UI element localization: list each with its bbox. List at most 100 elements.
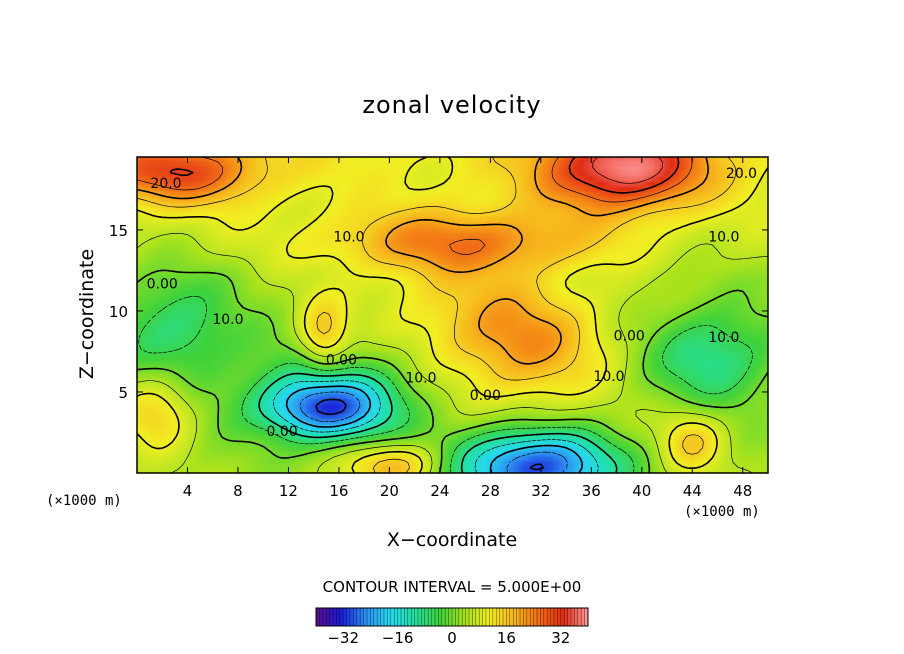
field-cell bbox=[417, 283, 424, 290]
field-cell bbox=[684, 283, 691, 290]
field-cell bbox=[709, 361, 716, 368]
field-cell bbox=[502, 444, 509, 451]
field-cell bbox=[639, 356, 646, 363]
field-cell bbox=[346, 309, 353, 316]
field-cell bbox=[235, 371, 242, 379]
field-cell bbox=[644, 356, 651, 363]
field-cell bbox=[442, 423, 449, 430]
field-cell bbox=[290, 356, 297, 363]
field-cell bbox=[684, 315, 691, 322]
field-cell bbox=[487, 346, 494, 353]
field-cell bbox=[593, 439, 600, 446]
field-cell bbox=[679, 346, 686, 353]
field-cell bbox=[422, 268, 429, 275]
field-cell bbox=[311, 403, 318, 410]
field-cell bbox=[386, 418, 393, 425]
field-cell bbox=[533, 304, 540, 311]
field-cell bbox=[689, 439, 696, 446]
field-cell bbox=[250, 397, 257, 404]
field-cell bbox=[265, 382, 272, 389]
field-cell bbox=[311, 315, 318, 322]
field-cell bbox=[250, 377, 257, 384]
field-cell bbox=[280, 309, 287, 316]
field-cell bbox=[149, 309, 156, 316]
field-cell bbox=[502, 371, 509, 379]
field-cell bbox=[664, 470, 671, 473]
field-cell bbox=[502, 299, 509, 306]
field-cell bbox=[321, 299, 328, 306]
field-cell bbox=[361, 283, 368, 290]
field-cell bbox=[538, 371, 545, 379]
field-cell bbox=[301, 428, 308, 436]
field-cell bbox=[715, 470, 721, 473]
field-cell bbox=[270, 408, 277, 415]
field-cell bbox=[730, 377, 737, 384]
field-cell bbox=[412, 356, 419, 363]
field-cell bbox=[184, 268, 191, 275]
field-cell bbox=[553, 366, 560, 373]
field-cell bbox=[624, 428, 631, 436]
field-cell bbox=[164, 444, 171, 451]
field-cell bbox=[755, 346, 762, 353]
field-cell bbox=[159, 397, 166, 404]
field-cell bbox=[144, 330, 151, 337]
field-cell bbox=[412, 371, 419, 379]
field-cell bbox=[296, 304, 302, 311]
field-cell bbox=[765, 434, 768, 441]
field-cell bbox=[644, 299, 651, 306]
field-cell bbox=[573, 434, 580, 441]
field-cell bbox=[538, 320, 545, 327]
field-cell bbox=[462, 320, 469, 327]
field-cell bbox=[513, 470, 520, 473]
field-cell bbox=[558, 387, 565, 394]
field-cell bbox=[437, 335, 444, 342]
field-cell bbox=[331, 470, 338, 473]
field-cell bbox=[467, 413, 474, 420]
field-cell bbox=[563, 418, 570, 425]
field-cell bbox=[502, 408, 509, 415]
field-cell bbox=[608, 392, 615, 399]
field-cell bbox=[735, 346, 742, 353]
field-cell bbox=[508, 444, 514, 451]
field-cell bbox=[548, 289, 555, 296]
field-cell bbox=[154, 423, 161, 430]
field-cell bbox=[533, 418, 540, 425]
field-cell bbox=[472, 371, 479, 379]
field-cell bbox=[417, 377, 424, 384]
field-cell bbox=[159, 413, 166, 420]
field-cell bbox=[699, 346, 706, 353]
field-cell bbox=[190, 470, 196, 473]
field-cell bbox=[518, 289, 525, 296]
field-cell bbox=[331, 403, 338, 410]
field-cell bbox=[144, 377, 151, 384]
field-cell bbox=[487, 444, 494, 451]
field-cell bbox=[603, 413, 610, 420]
field-cell bbox=[472, 283, 479, 290]
field-cell bbox=[220, 346, 227, 353]
field-cell bbox=[760, 351, 767, 358]
field-cell bbox=[533, 289, 540, 296]
field-cell bbox=[179, 408, 186, 415]
field-cell bbox=[346, 273, 353, 280]
field-cell bbox=[563, 304, 570, 311]
field-cell bbox=[694, 403, 701, 410]
field-cell bbox=[391, 361, 398, 368]
field-cell bbox=[179, 361, 186, 368]
field-cell bbox=[351, 351, 358, 358]
field-cell bbox=[361, 346, 368, 353]
field-cell bbox=[270, 289, 277, 296]
field-cell bbox=[321, 361, 328, 368]
field-cell bbox=[740, 377, 747, 384]
field-cell bbox=[296, 408, 302, 415]
field-cell bbox=[598, 470, 605, 473]
field-cell bbox=[750, 356, 757, 363]
field-cell bbox=[275, 268, 282, 275]
field-cell bbox=[674, 304, 681, 311]
field-cell bbox=[634, 382, 641, 389]
field-cell bbox=[336, 330, 343, 337]
field-cell bbox=[427, 434, 434, 441]
field-cell bbox=[462, 356, 469, 363]
field-cell bbox=[361, 299, 368, 306]
field-cell bbox=[553, 382, 560, 389]
field-cell bbox=[366, 304, 373, 311]
